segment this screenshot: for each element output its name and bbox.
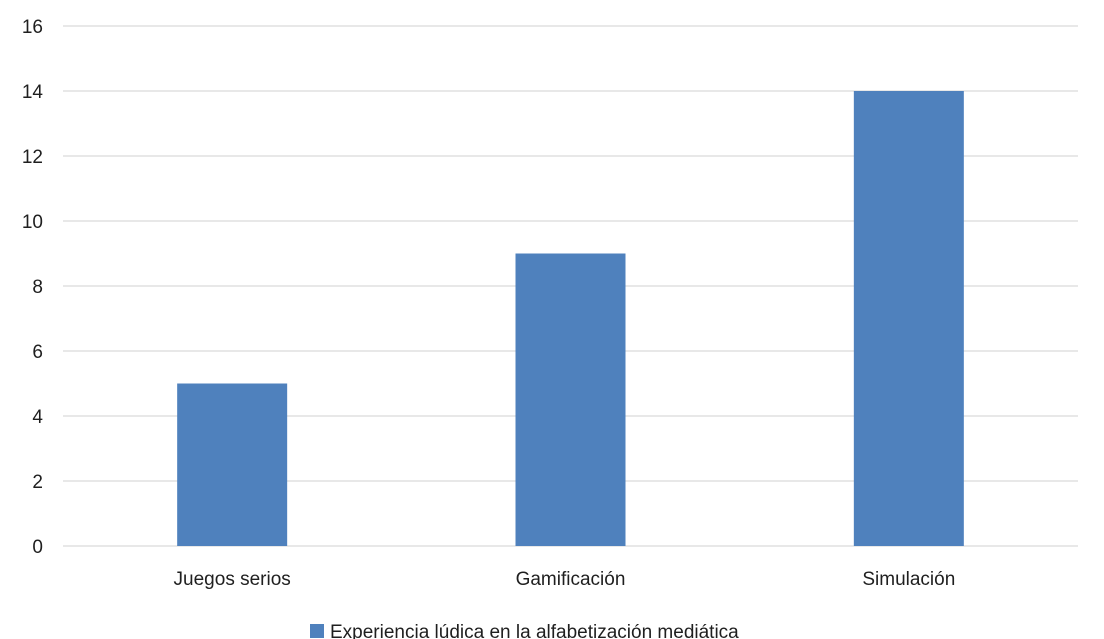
y-tick-label: 2 — [32, 472, 43, 493]
bar-gamificaci-n — [515, 253, 626, 546]
y-tick-label: 14 — [22, 82, 44, 103]
y-tick-label: 0 — [32, 537, 43, 558]
legend: Experiencia lúdica en la alfabetización … — [310, 622, 739, 639]
y-axis-tick-labels: 0 2 4 6 8 10 12 14 16 — [22, 17, 44, 558]
x-category-label: Gamificación — [516, 569, 626, 590]
bar-simulaci-n — [853, 91, 964, 546]
y-tick-label: 8 — [32, 277, 43, 298]
y-tick-label: 16 — [22, 17, 43, 38]
y-tick-label: 6 — [32, 342, 43, 363]
y-tick-label: 4 — [32, 407, 43, 428]
x-category-label: Simulación — [862, 569, 955, 590]
x-axis-category-labels: Juegos serios Gamificación Simulación — [174, 569, 956, 590]
legend-label: Experiencia lúdica en la alfabetización … — [330, 622, 739, 639]
y-tick-label: 10 — [22, 212, 43, 233]
x-category-label: Juegos serios — [174, 569, 291, 590]
bars — [177, 91, 964, 546]
legend-swatch — [310, 624, 324, 638]
bar-juegos-serios — [177, 383, 288, 546]
y-tick-label: 12 — [22, 147, 43, 168]
